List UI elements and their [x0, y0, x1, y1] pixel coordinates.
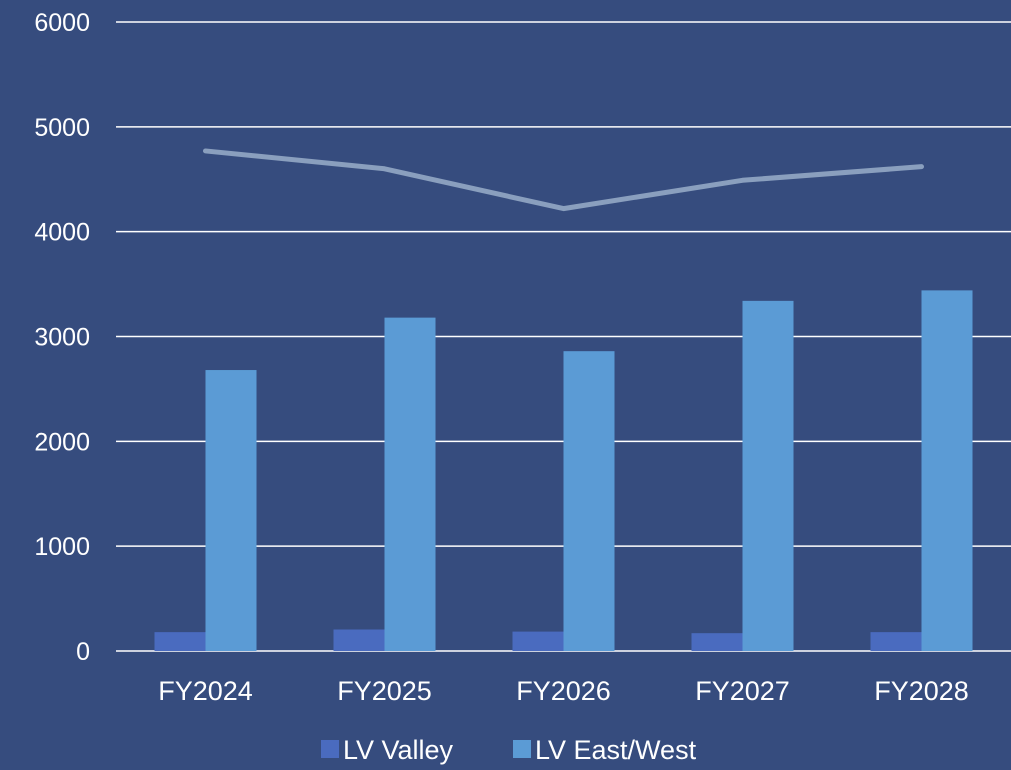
y-tick-label: 2000: [34, 428, 90, 456]
y-tick-label: 1000: [34, 533, 90, 561]
y-tick-label: 5000: [34, 114, 90, 142]
legend-label: LV Valley: [343, 735, 454, 765]
x-tick-label: FY2027: [695, 676, 790, 706]
legend: LV Valley LV East/West: [321, 735, 697, 765]
x-tick-label: FY2024: [158, 676, 253, 706]
legend-swatch: [513, 740, 531, 758]
bars: [155, 290, 973, 651]
x-axis-ticks: FY2024 FY2025 FY2026 FY2027 FY2028: [158, 676, 969, 706]
line-series-path: [206, 151, 922, 209]
y-tick-label: 4000: [34, 219, 90, 247]
x-tick-label: FY2028: [874, 676, 969, 706]
y-tick-label: 3000: [34, 324, 90, 352]
y-axis-ticks: 0 1000 2000 3000 4000 5000 6000: [34, 9, 90, 666]
line-series: [205, 151, 921, 209]
y-tick-label: 6000: [34, 9, 90, 37]
legend-label: LV East/West: [535, 735, 697, 765]
y-tick-label: 0: [76, 638, 90, 666]
x-tick-label: FY2025: [337, 676, 432, 706]
bar-lv-east-west: [385, 318, 436, 651]
bar-lv-east-west: [743, 301, 794, 651]
x-tick-label: FY2026: [516, 676, 611, 706]
bar-lv-east-west: [564, 351, 615, 651]
bar-lv-east-west: [922, 290, 973, 651]
bar-lv-valley: [871, 632, 922, 651]
legend-swatch: [321, 740, 339, 758]
bar-lv-valley: [334, 630, 385, 651]
bar-lv-valley: [692, 633, 743, 651]
bar-lv-east-west: [206, 370, 257, 651]
bar-lv-valley: [513, 632, 564, 651]
bar-lv-valley: [155, 632, 206, 651]
